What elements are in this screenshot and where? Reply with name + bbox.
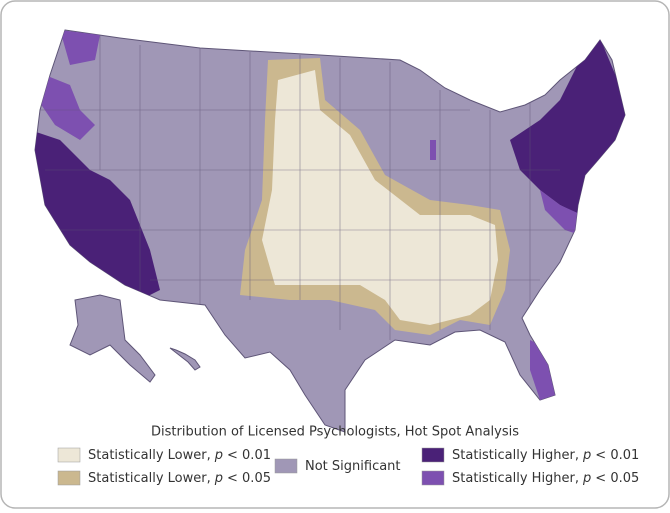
legend-symbol: p (214, 471, 223, 486)
legend-text: Statistically Higher, (452, 471, 579, 486)
legend-text: Statistically Higher, (452, 448, 579, 463)
hawaii (169, 347, 201, 371)
higher-01-west (35, 130, 160, 300)
legend-label: Statistically Higher, p < 0.01 (452, 448, 639, 463)
legend-symbol: p (582, 448, 591, 463)
higher-05-chicago (430, 140, 436, 160)
alaska (69, 294, 156, 383)
higher-01-northeast (510, 38, 625, 215)
map-regions (34, 29, 626, 433)
legend-swatch (274, 458, 298, 474)
legend-threshold: < 0.05 (595, 471, 639, 486)
legend-text: Statistically Lower, (88, 471, 211, 486)
legend-threshold: < 0.01 (227, 448, 271, 463)
legend-threshold: < 0.01 (595, 448, 639, 463)
legend-swatch (57, 447, 81, 463)
legend-label: Statistically Higher, p < 0.05 (452, 471, 639, 486)
legend: Statistically Lower, p < 0.01Statistically… (57, 447, 639, 486)
higher-05-west (38, 30, 100, 140)
legend-label: Statistically Lower, p < 0.01 (88, 448, 271, 463)
lower-01-region (262, 70, 498, 325)
legend-swatch (421, 470, 445, 486)
state-lines (40, 35, 580, 340)
legend-threshold: < 0.05 (227, 471, 271, 486)
legend-text: Statistically Lower, (88, 448, 211, 463)
legend-label: Not Significant (305, 459, 401, 474)
map-title: Distribution of Licensed Psychologists, … (151, 425, 519, 440)
legend-swatch (421, 447, 445, 463)
legend-symbol: p (214, 448, 223, 463)
legend-symbol: p (582, 471, 591, 486)
legend-label: Statistically Lower, p < 0.05 (88, 471, 271, 486)
legend-text: Not Significant (305, 459, 401, 474)
legend-swatch (57, 470, 81, 486)
